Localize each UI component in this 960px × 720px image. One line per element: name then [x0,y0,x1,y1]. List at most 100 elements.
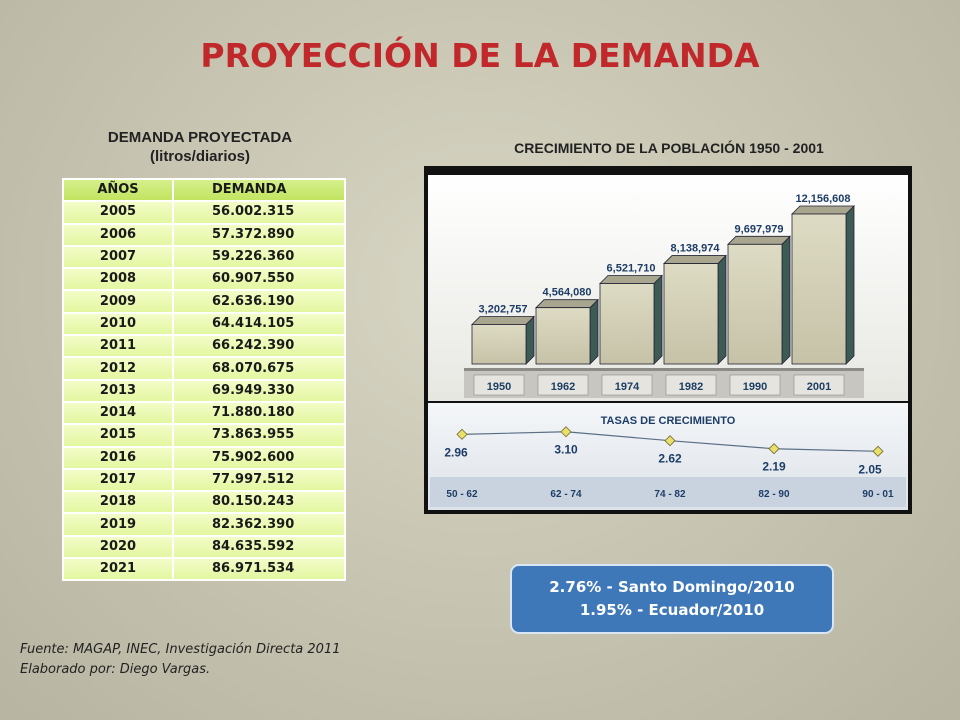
demand-cell: 69.949.330 [172,378,346,403]
table-row: 2017 77.997.512 [62,467,346,493]
table-row: 2018 80.150.243 [62,490,346,515]
table-row: 2005 56.002.315 [62,200,346,225]
table-row: 2007 59.226.360 [62,244,346,270]
year-cell: 2008 [62,267,174,292]
year-cell: 2010 [62,311,174,337]
year-cell: 2017 [62,467,174,493]
author-line: Elaborado por: Diego Vargas. [20,662,211,677]
rate-santo-domingo: 2.76% - Santo Domingo/2010 [549,578,795,596]
demand-cell: 80.150.243 [172,490,346,515]
rate-value-label: 3.10 [554,443,578,457]
bar-1982 [663,263,719,365]
table-header-row: AÑOS DEMANDA [62,177,346,203]
source-line: Fuente: MAGAP, INEC, Investigación Direc… [20,642,341,657]
rate-period-label: 82 - 90 [758,489,790,500]
year-cell: 2012 [62,356,174,381]
demand-cell: 82.362.390 [172,512,346,537]
table-row: 2010 64.414.105 [62,311,346,337]
bar-side-1982 [717,254,727,365]
demand-cell: 59.226.360 [172,244,346,270]
rate-value-label: 2.96 [444,445,468,459]
header-years: AÑOS [62,177,174,203]
year-tick-label: 1974 [615,381,640,393]
table-row: 2006 57.372.890 [62,222,346,247]
year-cell: 2018 [62,490,174,515]
year-cell: 2016 [62,445,174,470]
table-row: 2016 75.902.600 [62,445,346,470]
table-row: 2014 71.880.180 [62,400,346,426]
demand-cell: 66.242.390 [172,334,346,359]
bar-top-1962 [535,299,599,309]
rate-point [872,445,884,457]
bar-value-label: 4,564,080 [543,287,592,299]
chart-title: CRECIMIENTO DE LA POBLACIÓN 1950 - 2001 [514,140,824,156]
bar-side-1974 [653,274,663,365]
source-note: Fuente: MAGAP, INEC, Investigación Direc… [20,640,340,680]
bar-side-1990 [781,235,791,365]
rate-point [456,428,468,440]
year-tick-label: 2001 [807,381,831,393]
year-tick-label: 1990 [743,381,767,393]
demand-cell: 77.997.512 [172,467,346,493]
rate-value-label: 2.05 [858,462,882,476]
table-row: 2013 69.949.330 [62,378,346,403]
demand-cell: 75.902.600 [172,445,346,470]
bar-value-label: 12,156,608 [795,193,850,205]
year-tick-box [793,374,845,396]
bar-1990 [727,243,783,365]
rate-period-strip [430,477,906,507]
table-row: 2012 68.070.675 [62,356,346,381]
bar-value-label: 3,202,757 [479,303,528,315]
year-tick-label: 1982 [679,381,703,393]
year-cell: 2014 [62,400,174,426]
demand-cell: 84.635.592 [172,534,346,560]
year-tick-box [665,374,717,396]
bar-side-2001 [845,205,855,365]
year-cell: 2021 [62,557,174,582]
demand-cell: 73.863.955 [172,423,346,448]
bar-side-1962 [589,298,599,365]
bar-top-2001 [791,205,855,215]
year-tick-label: 1962 [551,381,575,393]
rate-point [768,443,780,455]
growth-rate-box: 2.76% - Santo Domingo/2010 1.95% - Ecuad… [510,564,834,634]
year-cell: 2011 [62,334,174,359]
demand-cell: 60.907.550 [172,267,346,292]
demand-cell: 56.002.315 [172,200,346,225]
table-title: DEMANDA PROYECTADA (litros/diarios) [60,128,340,166]
table-row: 2008 60.907.550 [62,267,346,292]
bar-top-1950 [471,316,535,325]
rate-value-label: 2.19 [762,460,786,474]
table-row: 2009 62.636.190 [62,289,346,314]
table-body: 2005 56.002.315 2006 57.372.890 2007 59.226.3… [62,200,346,582]
year-tick-box [537,374,589,396]
year-cell: 2019 [62,512,174,537]
demand-cell: 62.636.190 [172,289,346,314]
bar-1950 [471,324,527,365]
rate-period-label: 50 - 62 [446,489,478,500]
year-tick-label: 1950 [487,381,511,393]
bar-1974 [599,283,655,365]
demand-cell: 71.880.180 [172,400,346,426]
table-row: 2019 82.362.390 [62,512,346,537]
rate-ecuador: 1.95% - Ecuador/2010 [579,601,765,619]
rate-period-label: 62 - 74 [550,489,582,500]
demand-cell: 64.414.105 [172,311,346,337]
year-tick-box [473,374,525,396]
demand-cell: 86.971.534 [172,557,346,582]
header-demand: DEMANDA [172,177,346,203]
table-row: 2021 86.971.534 [62,557,346,582]
rate-chart-title: TASAS DE CRECIMIENTO [601,415,736,427]
population-chart: 3,202,757 1950 4,564,080 1962 6,521,710 1974 8… [428,175,908,510]
demand-table: AÑOS DEMANDA 2005 56.002.315 2006 57.372.89… [62,177,346,582]
bar-top-1990 [727,235,791,245]
year-cell: 2013 [62,378,174,403]
bar-value-label: 8,138,974 [671,243,721,255]
year-tick-box [601,374,653,396]
table-row: 2015 73.863.955 [62,423,346,448]
rate-point [664,435,676,447]
year-cell: 2007 [62,244,174,270]
rate-value-label: 2.62 [658,452,682,466]
rate-point [560,426,572,438]
year-cell: 2005 [62,200,174,225]
